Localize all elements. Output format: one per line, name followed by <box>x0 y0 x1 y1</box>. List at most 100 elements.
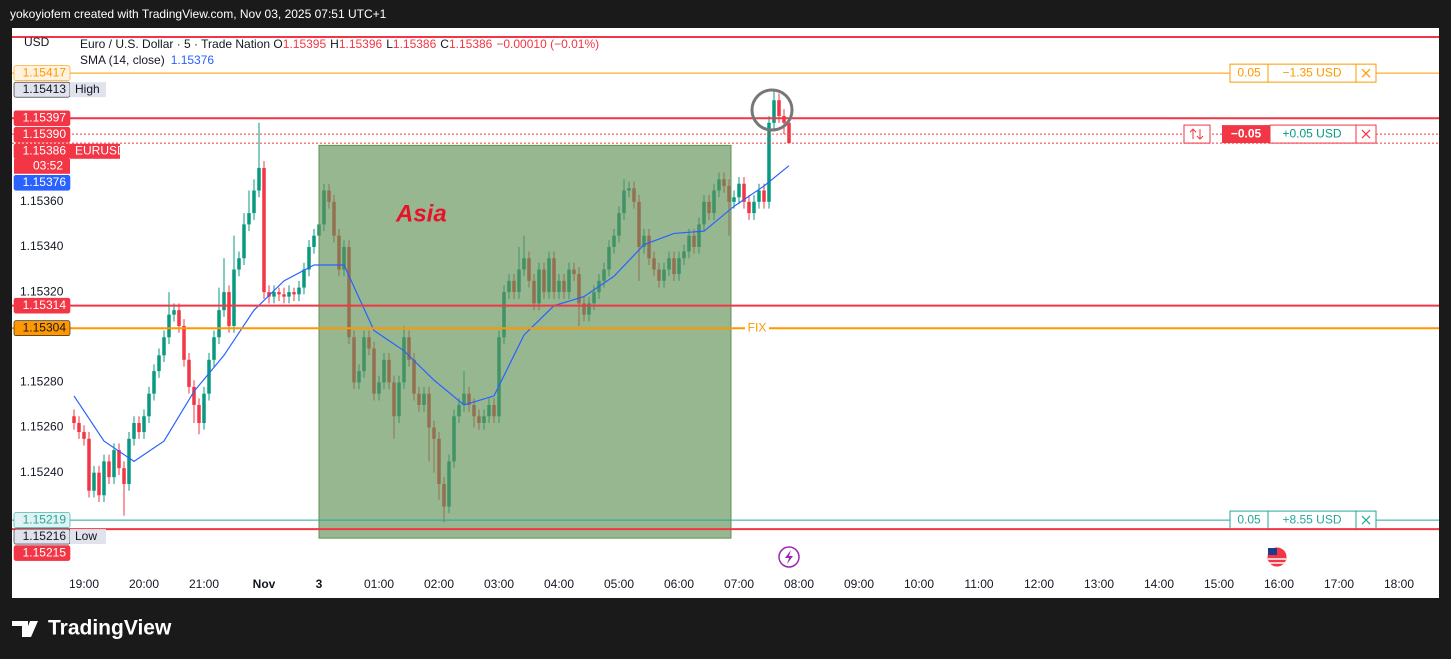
indicator-name: SMA (14, close) <box>80 53 165 67</box>
price-badge <box>13 320 71 337</box>
indicator-value: 1.15376 <box>170 53 215 67</box>
candle-body <box>107 461 111 478</box>
candle-body <box>97 472 101 496</box>
close-icon <box>1361 515 1371 525</box>
price-badge <box>13 174 71 191</box>
legend-row: SMA (14, close) 1.15376 <box>80 52 603 68</box>
field-key: C <box>440 37 449 51</box>
price-badge-label: 1.15304 <box>23 320 67 334</box>
legend: Euro / U.S. Dollar · 5 · Trade Nation O1… <box>80 36 603 68</box>
sma-line <box>73 165 790 463</box>
candle-body <box>82 432 86 439</box>
candle-body <box>197 404 201 424</box>
candle-body <box>772 100 776 123</box>
x-tick-label: 21:00 <box>189 577 219 591</box>
candle-body <box>207 359 211 394</box>
countdown-badge <box>14 158 70 174</box>
reverse-button[interactable] <box>1183 124 1211 144</box>
x-tick-label: 13:00 <box>1084 577 1114 591</box>
price-badge-label: 1.15417 <box>23 65 67 79</box>
price-badge <box>13 65 71 81</box>
candle-body <box>182 325 186 360</box>
candle-body <box>247 213 251 225</box>
field-value: 1.15396 <box>338 37 383 51</box>
reverse-icon <box>1189 128 1204 140</box>
y-tick-label: 1.15280 <box>20 375 64 389</box>
price-badge-label: 1.15215 <box>23 545 67 559</box>
price-badge <box>13 126 71 143</box>
candle-body <box>102 461 106 496</box>
order-pnl: −1.35 USD <box>1282 65 1341 79</box>
x-tick-label: 09:00 <box>844 577 874 591</box>
field-key: O <box>273 37 283 51</box>
candle-body <box>167 314 171 338</box>
candle-body <box>117 450 121 469</box>
change: −0.00010 (−0.01%) <box>496 37 600 51</box>
candle-body <box>242 224 246 259</box>
order-qty-box[interactable] <box>1222 125 1270 144</box>
field-value: 1.15395 <box>282 37 327 51</box>
candle-body <box>787 122 791 144</box>
session-box <box>318 144 732 539</box>
price-badge-label: 1.15397 <box>23 110 67 124</box>
x-tick-label: Nov <box>253 577 276 591</box>
field-key: L <box>386 37 393 51</box>
badge-tag <box>70 143 120 159</box>
highlight-circle <box>750 88 794 132</box>
candle-body <box>752 201 756 214</box>
candle-body <box>152 371 156 394</box>
candle-body <box>162 337 166 356</box>
price-badge <box>13 297 71 314</box>
symbol-title: Euro / U.S. Dollar · 5 · Trade Nation <box>80 37 271 51</box>
y-tick-label: 1.15340 <box>20 239 64 253</box>
close-icon <box>1361 68 1371 78</box>
candle-body <box>77 423 81 433</box>
candle-body <box>262 167 266 293</box>
candle-body <box>287 292 291 297</box>
candle-body <box>312 235 316 247</box>
x-tick-label: 08:00 <box>784 577 814 591</box>
price-badge-label: 1.15219 <box>23 512 67 526</box>
candle-body <box>122 468 126 484</box>
candle-body <box>192 386 196 405</box>
order-qty: 0.05 <box>1237 512 1261 526</box>
x-tick-label: 19:00 <box>69 577 99 591</box>
candle-body <box>112 450 116 478</box>
candle-body <box>732 197 736 202</box>
candle-body <box>252 190 256 214</box>
price-badge-label: 1.15314 <box>23 298 67 312</box>
x-tick-label: 3 <box>316 577 323 591</box>
plot-area: Asia <box>72 88 791 539</box>
x-tick-label: 15:00 <box>1204 577 1234 591</box>
x-tick-label: 17:00 <box>1324 577 1354 591</box>
badge-tag-label: High <box>75 82 100 96</box>
price-badge-label: 1.15390 <box>23 127 67 141</box>
candle-body <box>212 337 216 360</box>
candle-body <box>747 201 751 214</box>
session-label: Asia <box>395 201 447 228</box>
candle-body <box>297 287 301 295</box>
price-badge <box>13 545 71 561</box>
x-tick-label: 10:00 <box>904 577 934 591</box>
candle-body <box>202 393 206 424</box>
candle-body <box>227 292 231 326</box>
x-tick-label: 18:00 <box>1384 577 1414 591</box>
price-badge-label: 1.15216 <box>23 529 67 543</box>
brand-logo <box>12 621 38 637</box>
field-value: 1.15386 <box>448 37 493 51</box>
candle-body <box>742 183 746 202</box>
countdown-label: 03:52 <box>33 158 63 172</box>
candle-body <box>757 190 761 202</box>
candle-body <box>172 310 176 315</box>
header-text: yokoyiofem created with TradingView.com,… <box>10 7 387 21</box>
candle-body <box>282 294 286 297</box>
x-tick-label: 02:00 <box>424 577 454 591</box>
order-pnl: +8.55 USD <box>1282 512 1341 526</box>
price-badge-label: 1.15413 <box>23 82 67 96</box>
event-icon-bolt <box>785 550 793 564</box>
candle-body <box>187 359 191 387</box>
candle-body <box>777 100 781 117</box>
badge-tag <box>70 529 106 545</box>
